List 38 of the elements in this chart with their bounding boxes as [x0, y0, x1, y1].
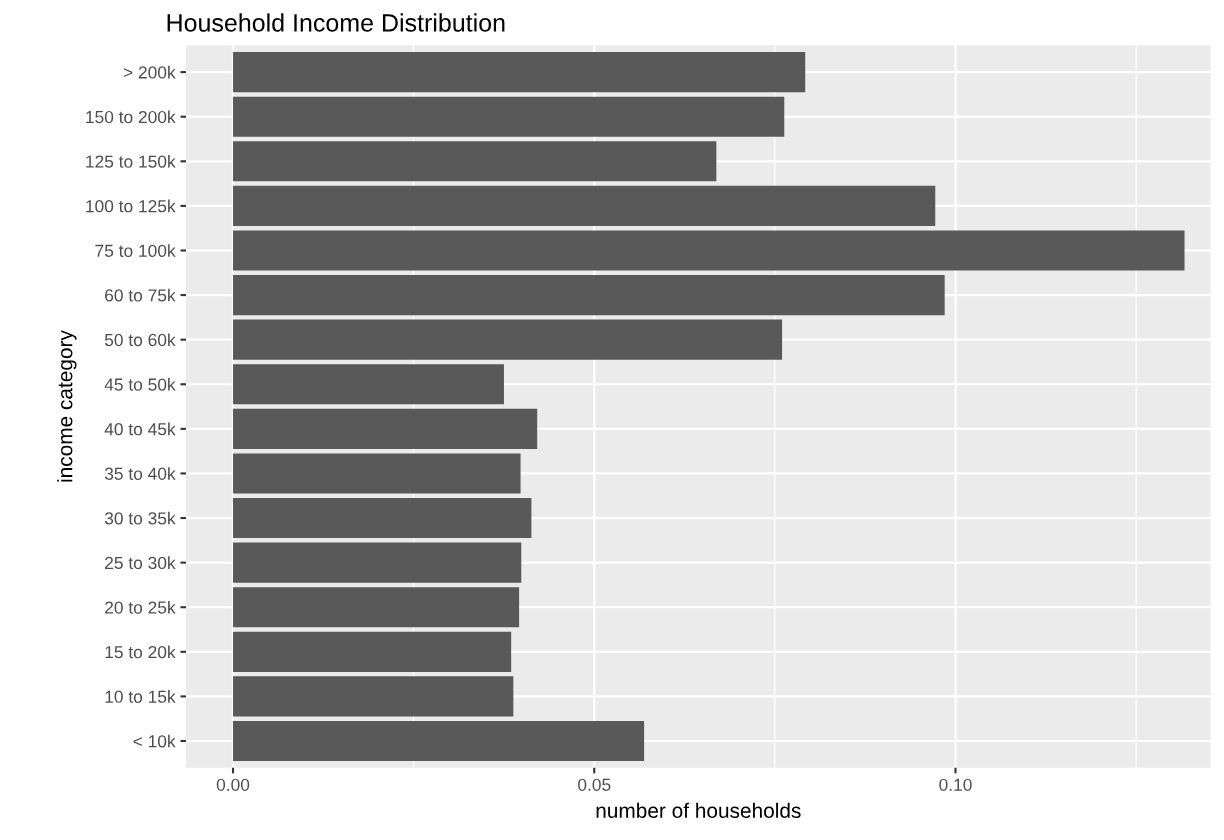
x-axis-title: number of households — [596, 802, 801, 818]
bar — [233, 497, 532, 539]
x-tick-label: 0.00 — [216, 778, 250, 791]
y-tick-label: 50 to 60k — [104, 333, 176, 347]
bar — [233, 408, 538, 449]
bar — [233, 96, 785, 137]
y-tick-label: 35 to 40k — [104, 467, 176, 480]
y-tick-label: 125 to 150k — [86, 155, 176, 168]
y-tick-label: 25 to 30k — [105, 556, 176, 570]
y-tick-label: > 200k — [123, 65, 176, 79]
y-tick-label: 40 to 45k — [104, 422, 176, 436]
bar — [233, 542, 522, 583]
bar — [233, 453, 521, 494]
y-tick-label: 75 to 100k — [95, 244, 176, 257]
bar — [233, 587, 520, 628]
y-tick-label: 10 to 15k — [105, 690, 176, 703]
y-tick-label: 150 to 200k — [86, 110, 176, 124]
bar — [233, 275, 945, 316]
y-tick-label: 15 to 20k — [105, 645, 176, 659]
y-axis-title: income category — [57, 330, 77, 482]
y-tick-label: 30 to 35k — [104, 511, 176, 525]
bar — [233, 364, 504, 405]
y-tick-label: 60 to 75k — [105, 288, 176, 302]
bar — [233, 676, 514, 717]
bar — [233, 319, 783, 360]
bar — [233, 720, 645, 762]
y-tick-label: < 10k — [133, 734, 176, 748]
chart-title: Household Income Distribution — [167, 13, 505, 32]
bar — [233, 185, 936, 226]
x-tick-label: 0.05 — [578, 778, 611, 791]
x-tick-label: 0.10 — [939, 778, 972, 791]
y-tick-label: 45 to 50k — [104, 377, 176, 391]
y-tick-label: 100 to 125k — [86, 199, 176, 213]
bar — [233, 230, 1185, 271]
bar — [233, 52, 806, 93]
bar — [233, 141, 717, 182]
y-tick-label: 20 to 25k — [105, 600, 176, 614]
bar — [233, 631, 512, 672]
